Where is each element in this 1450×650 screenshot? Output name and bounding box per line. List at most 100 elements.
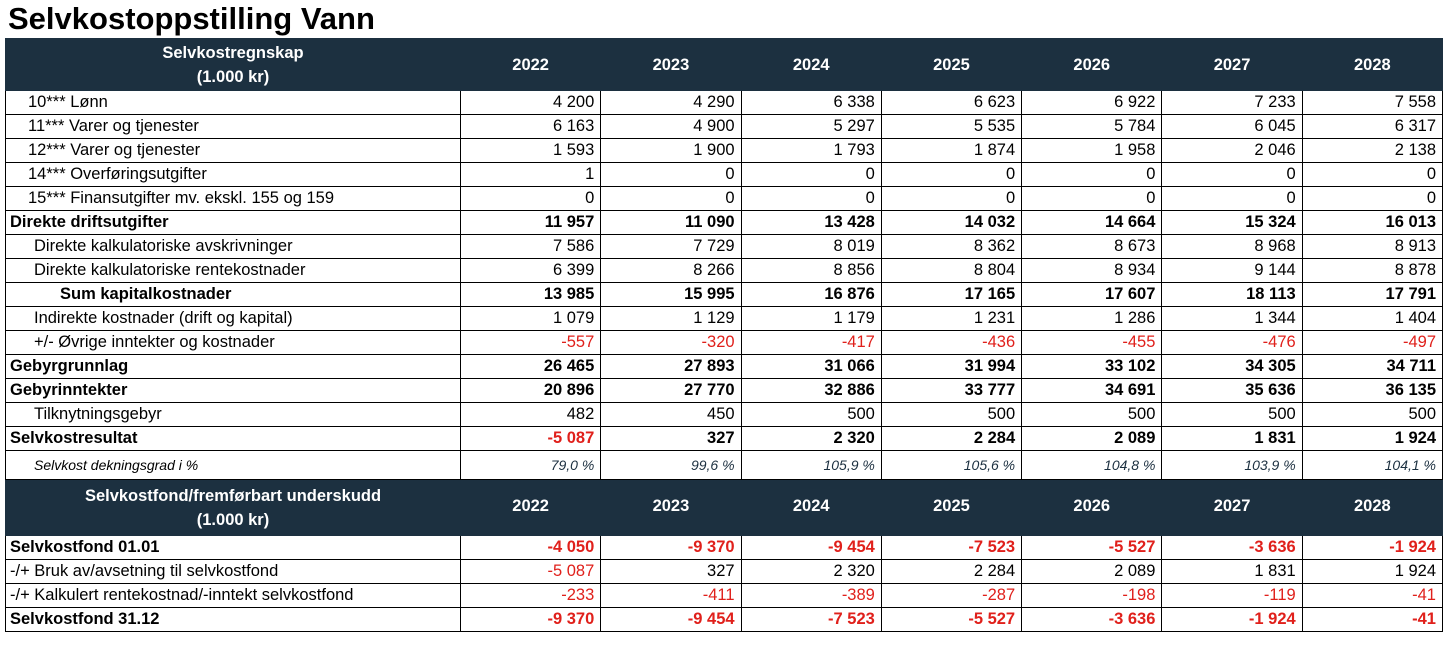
year-header: 2024 [740,479,882,536]
row-value: 6 163 [459,114,602,139]
row-value: 5 784 [1021,114,1163,139]
row-value: 6 317 [1301,114,1444,139]
row-label: Gebyrinntekter [5,378,461,403]
row-value: -476 [1161,330,1303,355]
row-value: 1 344 [1161,306,1303,331]
cost-table: Selvkostregnskap (1.000 kr) 2022 2023 2024 20… [5,38,1444,632]
row-value: 2 320 [740,559,882,584]
row-value: 31 994 [880,354,1023,379]
row-label: -/+ Bruk av/avsetning til selvkostfond [5,559,461,584]
row-value: 500 [1301,402,1444,427]
row-value: 500 [1021,402,1163,427]
row-label: +/- Øvrige inntekter og kostnader [5,330,461,355]
table-row: 12*** Varer og tjenester 1 593 1 900 1 793 1… [5,138,1444,163]
row-value: 9 144 [1161,258,1303,283]
row-value: 7 729 [600,234,742,259]
row-value: 1 958 [1021,138,1163,163]
row-value: 14 664 [1021,210,1163,235]
row-value: 34 691 [1021,378,1163,403]
row-label: Selvkostfond 01.01 [5,535,461,560]
row-value: 1 831 [1161,559,1303,584]
row-value: 1 [459,162,602,187]
row-value: 5 297 [740,114,882,139]
row-label: Tilknytningsgebyr [5,402,461,427]
row-value: 31 066 [740,354,882,379]
year-header: 2022 [459,38,602,91]
table-row: Selvkostfond 01.01 -4 050 -9 370 -9 454 -7 5… [5,535,1444,560]
row-value: -455 [1021,330,1163,355]
row-value: 1 831 [1161,426,1303,451]
row-value: 2 284 [880,559,1023,584]
table-row: Sum kapitalkostnader 13 985 15 995 16 876 17… [5,282,1444,307]
row-value: 34 711 [1301,354,1444,379]
row-value: -5 087 [459,426,602,451]
row-value: 36 135 [1301,378,1444,403]
row-value: -41 [1301,607,1444,632]
row-value: 8 804 [880,258,1023,283]
row-label: Selvkostfond 31.12 [5,607,461,632]
row-value: 1 593 [459,138,602,163]
table-row: Gebyrinntekter 20 896 27 770 32 886 33 777 34… [5,378,1444,403]
year-header: 2024 [740,38,882,91]
row-label: 10*** Lønn [5,90,461,115]
table-row: Tilknytningsgebyr 482 450 500 500 500 500 500 [5,402,1444,427]
row-value: 16 876 [740,282,882,307]
header-label-line: (1.000 kr) [196,510,270,529]
row-value: 6 399 [459,258,602,283]
row-label: Direkte kalkulatoriske avskrivninger [5,234,461,259]
row-value: -287 [880,583,1023,608]
table-row: Selvkost dekningsgrad i % 79,0 % 99,6 % 105… [5,450,1444,480]
row-value: -320 [600,330,742,355]
table-row: Indirekte kostnader (drift og kapital) 1 … [5,306,1444,331]
row-value: 104,1 % [1301,450,1444,480]
row-value: 99,6 % [600,450,742,480]
row-value: 4 200 [459,90,602,115]
row-value: 450 [600,402,742,427]
row-value: 7 586 [459,234,602,259]
row-value: 2 138 [1301,138,1444,163]
row-value: 17 165 [880,282,1023,307]
row-value: 15 324 [1161,210,1303,235]
row-value: 11 090 [600,210,742,235]
row-value: 0 [880,186,1023,211]
row-value: -198 [1021,583,1163,608]
row-value: 32 886 [740,378,882,403]
row-value: 8 019 [740,234,882,259]
row-value: 27 893 [600,354,742,379]
row-value: 16 013 [1301,210,1444,235]
row-value: 1 793 [740,138,882,163]
row-value: -417 [740,330,882,355]
row-value: 327 [600,559,742,584]
row-label: 11*** Varer og tjenester [5,114,461,139]
row-value: 34 305 [1161,354,1303,379]
table-row: 11*** Varer og tjenester 6 163 4 900 5 297 5… [5,114,1444,139]
row-value: 1 874 [880,138,1023,163]
row-label: Indirekte kostnader (drift og kapital) [5,306,461,331]
row-value: 0 [1301,162,1444,187]
row-label: 12*** Varer og tjenester [5,138,461,163]
row-value: 2 284 [880,426,1023,451]
row-value: 1 079 [459,306,602,331]
row-value: 35 636 [1161,378,1303,403]
row-value: 8 878 [1301,258,1444,283]
table-row: -/+ Bruk av/avsetning til selvkostfond -5… [5,559,1444,584]
row-value: -41 [1301,583,1444,608]
row-value: 327 [600,426,742,451]
year-header: 2026 [1021,479,1163,536]
row-value: 1 129 [600,306,742,331]
row-value: 0 [459,186,602,211]
row-label: Sum kapitalkostnader [5,282,461,307]
table-row: +/- Øvrige inntekter og kostnader -557 -32… [5,330,1444,355]
year-header: 2025 [880,479,1023,536]
row-value: 8 266 [600,258,742,283]
row-value: 1 924 [1301,426,1444,451]
row-label: Gebyrgrunnlag [5,354,461,379]
row-value: -3 636 [1021,607,1163,632]
row-value: 26 465 [459,354,602,379]
header-label-line: Selvkostfond/fremførbart underskudd [84,486,382,505]
table-row: Selvkostresultat -5 087 327 2 320 2 284 2 089… [5,426,1444,451]
row-value: 1 404 [1301,306,1444,331]
row-value: 8 362 [880,234,1023,259]
row-value: -5 087 [459,559,602,584]
row-value: 17 791 [1301,282,1444,307]
